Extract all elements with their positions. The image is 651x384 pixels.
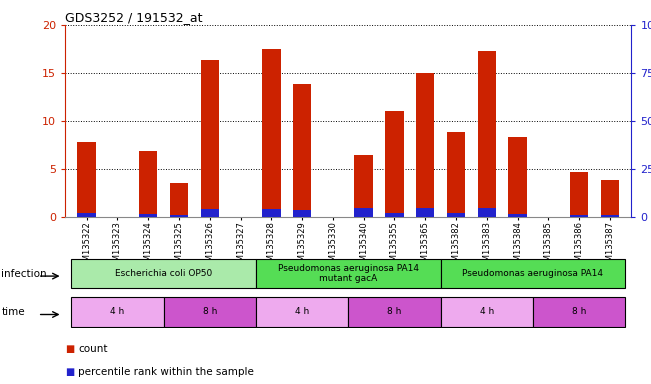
Bar [570, 215, 589, 217]
Text: 8 h: 8 h [387, 308, 402, 316]
Bar [416, 208, 434, 217]
Bar [354, 155, 373, 217]
Bar [262, 209, 281, 217]
Bar [262, 49, 281, 217]
Text: Escherichia coli OP50: Escherichia coli OP50 [115, 269, 212, 278]
Bar [385, 111, 404, 217]
Bar [447, 132, 465, 217]
Bar [71, 297, 163, 327]
Bar [71, 259, 256, 288]
Text: 4 h: 4 h [480, 308, 494, 316]
Bar [441, 259, 626, 288]
Bar [441, 297, 533, 327]
Bar [601, 180, 619, 217]
Bar [385, 213, 404, 217]
Text: 8 h: 8 h [572, 308, 587, 316]
Bar [293, 84, 311, 217]
Bar [478, 51, 496, 217]
Bar [508, 214, 527, 217]
Text: ■: ■ [65, 367, 74, 377]
Bar [416, 73, 434, 217]
Bar [201, 209, 219, 217]
Bar [293, 210, 311, 217]
Bar [478, 208, 496, 217]
Bar [201, 61, 219, 217]
Text: Pseudomonas aeruginosa PA14: Pseudomonas aeruginosa PA14 [462, 269, 603, 278]
Bar [256, 297, 348, 327]
Bar [570, 172, 589, 217]
Bar [447, 213, 465, 217]
Bar [348, 297, 441, 327]
Text: GDS3252 / 191532_at: GDS3252 / 191532_at [65, 12, 202, 25]
Text: ■: ■ [65, 344, 74, 354]
Bar [77, 213, 96, 217]
Text: percentile rank within the sample: percentile rank within the sample [78, 367, 254, 377]
Text: Pseudomonas aeruginosa PA14
mutant gacA: Pseudomonas aeruginosa PA14 mutant gacA [278, 264, 419, 283]
Bar [601, 215, 619, 217]
Text: infection: infection [1, 268, 47, 279]
Bar [533, 297, 626, 327]
Text: 4 h: 4 h [110, 308, 124, 316]
Text: 8 h: 8 h [202, 308, 217, 316]
Bar [170, 184, 188, 217]
Bar [170, 215, 188, 217]
Text: 4 h: 4 h [295, 308, 309, 316]
Bar [256, 259, 441, 288]
Bar [139, 151, 158, 217]
Text: time: time [1, 307, 25, 317]
Text: count: count [78, 344, 107, 354]
Bar [354, 209, 373, 217]
Bar [163, 297, 256, 327]
Bar [77, 142, 96, 217]
Bar [508, 137, 527, 217]
Bar [139, 214, 158, 217]
